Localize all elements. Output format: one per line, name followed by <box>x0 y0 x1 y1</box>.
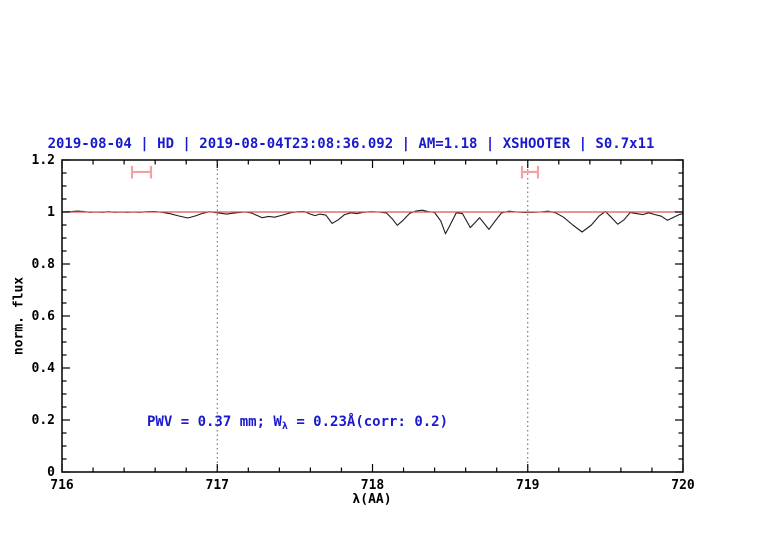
x-axis-title: λ(AA) <box>352 492 392 507</box>
y-tick-label: 1.2 <box>32 153 55 168</box>
y-tick-label: 0 <box>47 465 55 480</box>
y-tick-label: 0.4 <box>32 361 56 376</box>
pwv-annotation-suffix: = 0.23Å(corr: 0.2) <box>287 414 449 430</box>
x-tick-label: 718 <box>361 478 385 493</box>
y-tick-label: 0.2 <box>32 413 55 428</box>
plot-title: 2019-08-04 | HD | 2019-08-04T23:08:36.09… <box>47 136 655 152</box>
x-tick-label: 719 <box>516 478 539 493</box>
y-tick-label: 0.8 <box>32 257 56 272</box>
y-tick-label: 1 <box>47 205 55 220</box>
pwv-annotation-prefix: PWV = 0.37 mm; W <box>147 414 282 430</box>
x-tick-label: 717 <box>206 478 229 493</box>
plot-border <box>61 159 684 473</box>
pwv-annotation: PWV = 0.37 mm; Wλ = 0.23Å(corr: 0.2) <box>147 414 448 432</box>
x-tick-label: 716 <box>50 478 74 493</box>
pwv-annotation-subscript: λ <box>281 421 288 432</box>
spectrum-line <box>61 209 684 235</box>
y-tick-label: 0.6 <box>32 309 56 324</box>
x-tick-label: 720 <box>671 478 695 493</box>
